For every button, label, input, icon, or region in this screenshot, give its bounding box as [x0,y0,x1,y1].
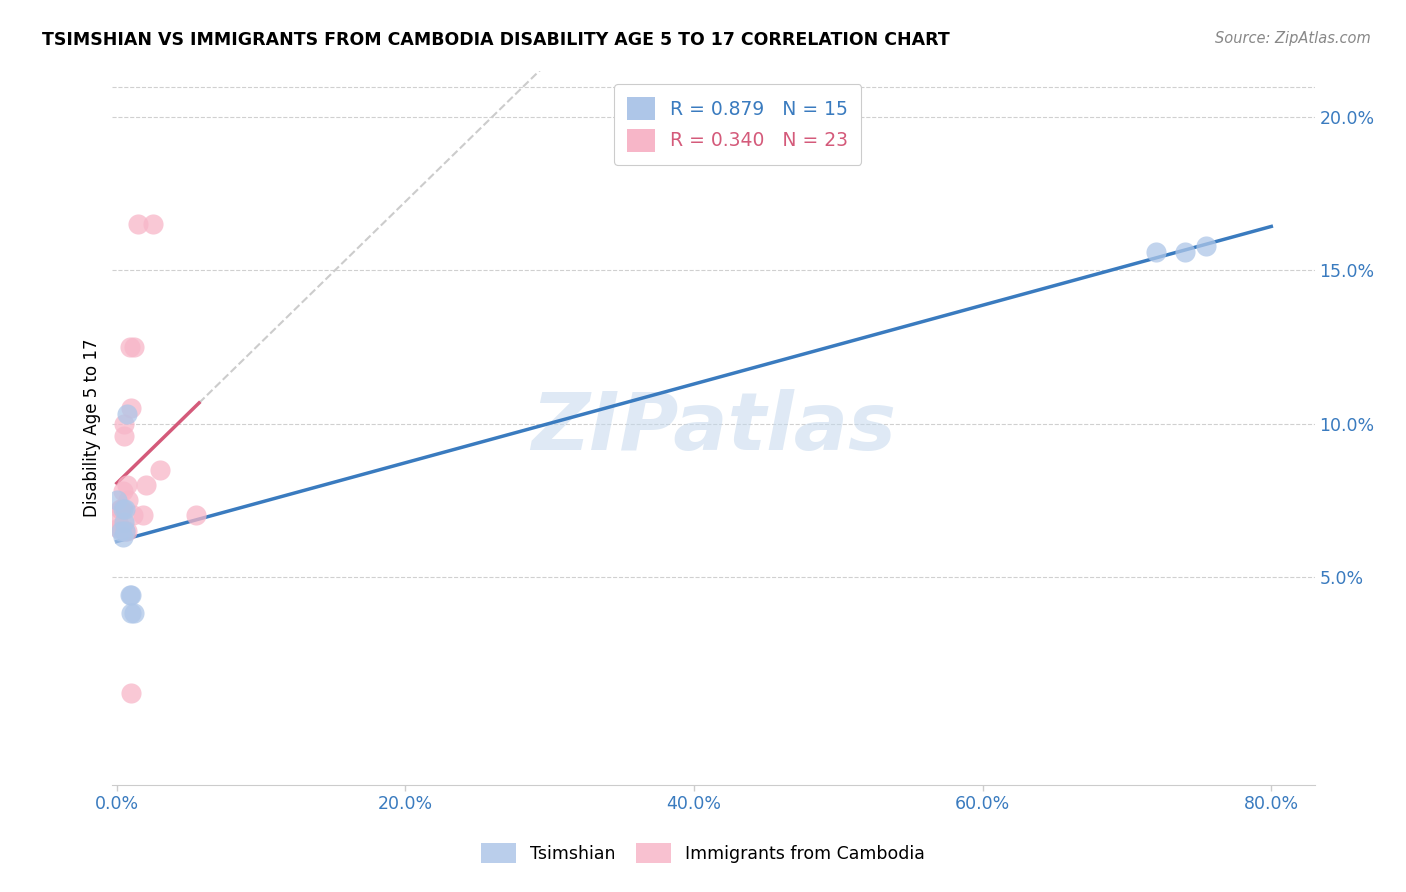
Point [107,521,129,535]
Y-axis label: Disability Age 5 to 17: Disability Age 5 to 17 [83,339,101,517]
Point [111,530,134,544]
Point [112,429,135,443]
Point [186,508,208,523]
Point [142,218,165,232]
Point [1195,239,1218,253]
Point [110,524,132,538]
Point [121,508,143,523]
Point [115,524,138,538]
Point [111,483,134,498]
Point [112,417,135,431]
Point [115,478,138,492]
Point [117,493,139,508]
Point [1144,245,1167,260]
Point [120,401,142,416]
Point [114,524,136,538]
Point [120,588,142,602]
Point [122,607,145,621]
Point [149,462,172,476]
Point [115,408,138,422]
Point [135,478,157,492]
Point [111,502,134,516]
Text: Source: ZipAtlas.com: Source: ZipAtlas.com [1215,31,1371,46]
Point [127,218,149,232]
Point [114,524,136,538]
Text: ZIPatlas: ZIPatlas [531,389,896,467]
Text: TSIMSHIAN VS IMMIGRANTS FROM CAMBODIA DISABILITY AGE 5 TO 17 CORRELATION CHART: TSIMSHIAN VS IMMIGRANTS FROM CAMBODIA DI… [42,31,950,49]
Legend: Tsimshian, Immigrants from Cambodia: Tsimshian, Immigrants from Cambodia [474,836,932,870]
Point [118,588,141,602]
Point [118,340,141,354]
Point [132,508,155,523]
Point [122,340,145,354]
Point [110,521,132,535]
Point [114,502,136,516]
Legend: R = 0.879   N = 15, R = 0.340   N = 23: R = 0.879 N = 15, R = 0.340 N = 23 [614,85,862,165]
Point [108,502,131,516]
Point [110,502,132,516]
Point [107,515,129,529]
Point [120,607,142,621]
Point [105,493,128,508]
Point [1174,245,1197,260]
Point [112,515,135,529]
Point [120,686,142,700]
